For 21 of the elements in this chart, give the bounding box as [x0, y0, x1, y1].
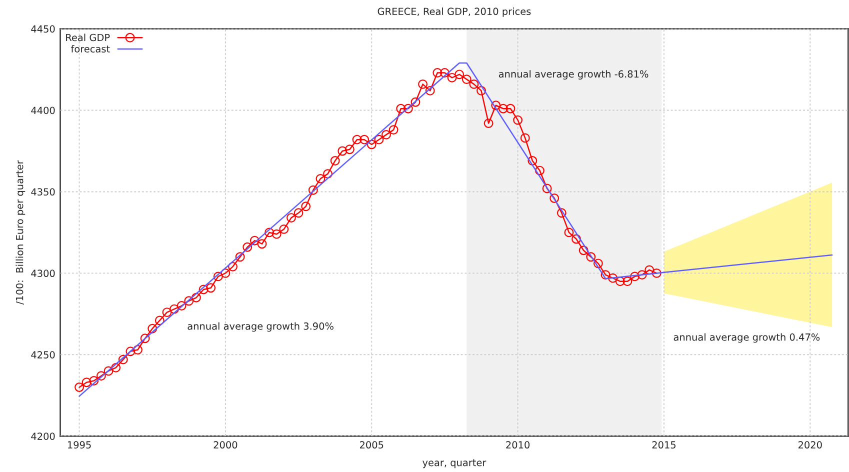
y-tick-label: 4200	[31, 432, 55, 440]
x-tick-label: 2015	[652, 441, 676, 449]
y-tick-label: 4300	[31, 270, 55, 278]
x-tick-label: 2020	[798, 441, 822, 449]
y-axis-title: /100: Billion Euro per quarter	[16, 160, 26, 305]
annotation: annual average growth 0.47%	[674, 333, 820, 343]
annotation: annual average growth 3.90%	[188, 322, 334, 332]
y-tick-label: 4350	[31, 188, 55, 196]
y-tick-label: 4250	[31, 351, 55, 358]
x-tick-label: 2010	[506, 441, 530, 449]
annotation: annual average growth -6.81%	[498, 70, 648, 80]
line-series	[78, 62, 833, 397]
y-tick-label: 4400	[31, 106, 55, 114]
x-tick-label: 1995	[68, 441, 91, 449]
legend-label: forecast	[70, 45, 110, 53]
y-tick-label: 4450	[31, 25, 55, 33]
x-tick-label: 2005	[360, 441, 384, 449]
chart-title: GREECE, Real GDP, 2010 prices	[378, 8, 531, 17]
x-tick-label: 2000	[214, 441, 238, 449]
x-axis-title: year, quarter	[422, 459, 486, 468]
legend-label: Real GDP	[66, 34, 110, 42]
